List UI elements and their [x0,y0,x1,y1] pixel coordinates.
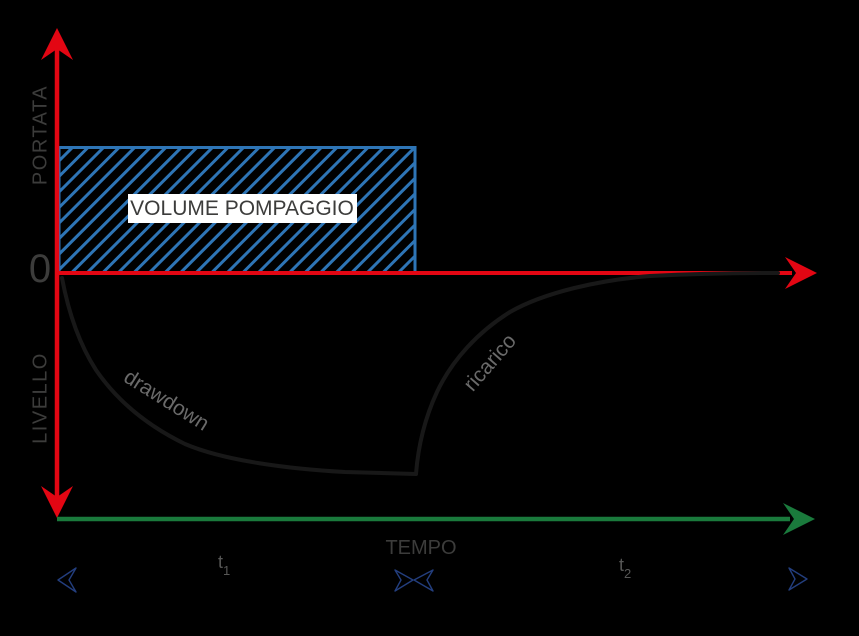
t2-subscript: 2 [624,566,631,581]
t1-t2-boundary-left-arrow-icon [413,569,434,592]
t2-right-arrow-icon [788,567,808,591]
time-axis-right-arrow-icon [783,503,815,535]
y-axis-bottom-label: LIVELLO [29,352,51,444]
y-axis-down-arrow-icon [41,486,73,518]
t1-left-arrow-icon [57,567,77,593]
zero-axis [57,257,817,289]
x-axis-label: TEMPO [385,537,456,559]
t1-t2-boundary-right-arrow-icon [394,569,414,592]
y-axis-top-label: PORTATA [29,85,51,185]
interval-t2-label: t2 [619,555,631,581]
y-axis-up-arrow-icon [41,28,73,60]
pumping-volume-label-box [128,194,357,223]
water-level-curve [60,271,780,476]
t1-base: t [218,552,223,572]
origin-label: 0 [29,247,51,291]
t1-subscript: 1 [223,563,230,578]
zero-axis-right-arrow-icon [785,257,817,289]
pumping-volume-area: VOLUME POMPAGGIO [57,146,417,274]
interval-t1-label: t1 [218,552,230,578]
drawdown-curve [60,276,418,476]
t2-base: t [619,555,624,575]
time-axis [57,503,815,535]
recovery-curve [414,271,780,476]
interval-markers [57,567,808,593]
pumping-volume-label: VOLUME POMPAGGIO [130,197,354,220]
